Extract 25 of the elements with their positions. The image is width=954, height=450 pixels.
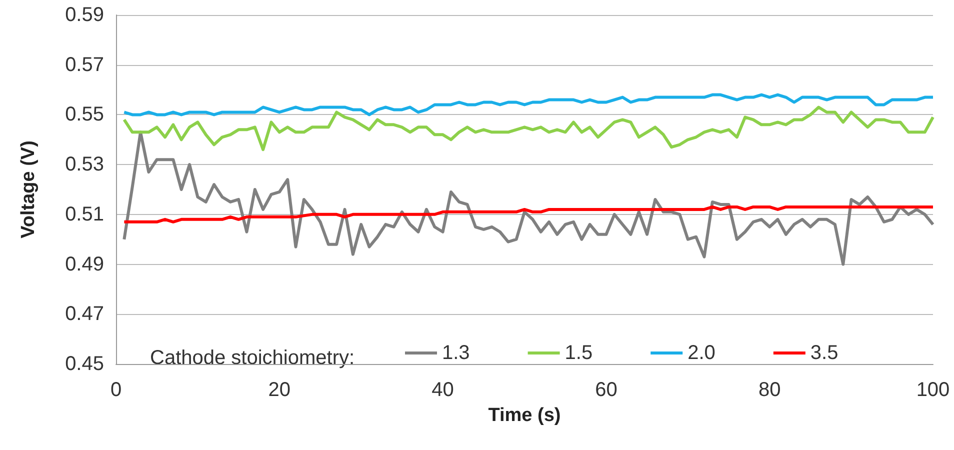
legend-label: 1.3 [442,342,470,364]
x-tick-label: 100 [916,379,950,401]
y-axis-title: Voltage (V) [18,140,39,238]
x-tick-label: 20 [268,379,291,401]
y-tick-label: 0.55 [65,104,104,126]
line-series [122,205,934,224]
x-tick-label: 0 [110,379,122,401]
line-series [122,130,934,266]
y-tick-label: 0.53 [65,154,104,176]
y-tick-label: 0.49 [65,253,104,276]
line-series [122,106,934,152]
x-tick-label: 80 [758,379,781,401]
legend-label: 3.5 [810,342,838,364]
line-series [122,93,934,116]
legend-label: 2.0 [688,342,716,364]
y-tick-label: 0.47 [65,303,104,326]
legend-title: Cathode stoichiometry: [150,347,355,369]
y-tick-label: 0.51 [65,203,104,226]
x-tick-label: 40 [432,379,454,401]
y-tick-label: 0.57 [65,54,104,76]
y-tick-label: 0.59 [65,4,104,26]
x-axis-title: Time (s) [488,405,561,426]
x-tick-label: 60 [595,379,618,401]
y-tick-label: 0.45 [65,353,104,375]
legend-label: 1.5 [564,342,593,364]
